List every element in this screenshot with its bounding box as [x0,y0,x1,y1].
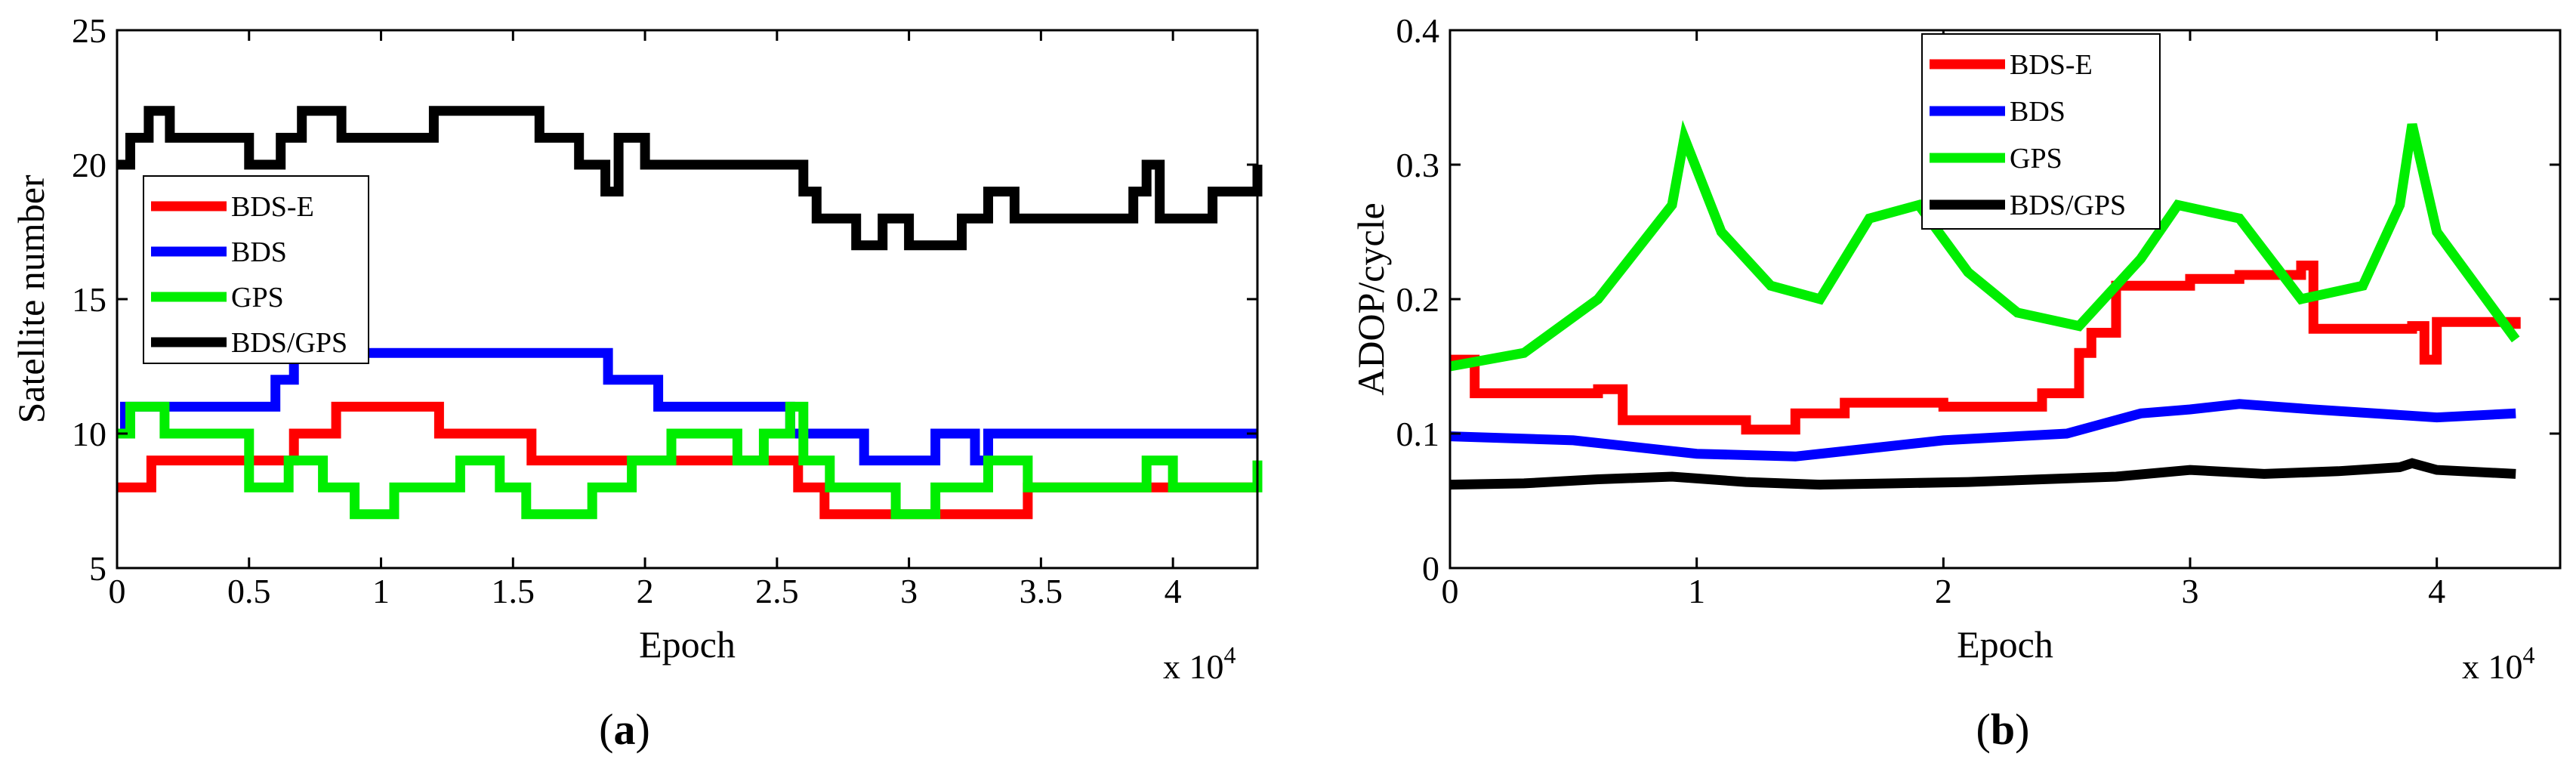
panel-a-x-label: Epoch [639,623,736,665]
panel-b-x-label: Epoch [1957,623,2053,665]
panel-a-x-multiplier: x 104 [1163,641,1236,686]
panel-a-y-tick-label: 10 [72,415,106,453]
panel-a-legend: BDS-E BDS GPS BDS/GPS [143,175,369,364]
panel-a-caption: (a) [599,705,650,754]
panel-b-series-bds-gps [1449,458,2516,490]
panel-b-legend: BDS-E BDS GPS BDS/GPS [1921,33,2161,230]
panel-b-y-tick-label: 0.1 [1396,415,1440,453]
panel-b-y-tick-label: 0.3 [1396,146,1440,184]
panel-a-legend-label: BDS/GPS [231,327,347,359]
panel-b-legend-label: BDS/GPS [2010,190,2126,221]
panel-a-x-tick-label: 0.5 [227,572,271,610]
panel-a-legend-label: BDS-E [231,191,314,223]
panel-b-x-tick-label: 1 [1688,572,1705,610]
panel-b-series-gps [1448,119,2520,372]
panel-b-series-bds [1449,399,2516,462]
panel-b-y-label: ADOP/cycle [1350,202,1392,396]
panel-a-legend-label: BDS [231,236,287,268]
panel-a-y-axis: 5 10 15 20 25 [72,11,1257,588]
panel-a-series [117,106,1263,520]
panel-a-x-tick-label: 4 [1165,572,1182,610]
panel-a-y-tick-label: 15 [72,280,106,319]
panel-b-series-bds-e [1450,261,2521,435]
panel-b-y-tick-label: 0.4 [1396,11,1440,50]
panel-a-x-multiplier-exponent: 4 [1224,641,1236,669]
panel-a-x-tick-label: 0 [109,572,126,610]
panel-a-x-tick-label: 1 [372,572,390,610]
panel-b-y-tick-label: 0.2 [1396,280,1440,319]
panel-b-x-tick-label: 0 [1442,572,1459,610]
panel-a-x-tick-label: 2.5 [755,572,799,610]
panel-b-caption: (b) [1976,705,2030,754]
panel-b: 0 1 2 3 4 0 0.1 0.2 0.3 0.4 Epoch ADOP/cycle x 1… [1350,11,2562,754]
panel-b-x-tick-label: 3 [2182,572,2199,610]
panel-b-y-axis: 0 0.1 0.2 0.3 0.4 [1396,11,2560,588]
panel-a-series-gps [117,401,1263,520]
panel-b-x-multiplier-exponent: 4 [2523,641,2535,669]
panel-a-y-tick-label: 20 [72,146,106,184]
panel-a-x-tick-label: 3 [900,572,918,610]
panel-a-x-tick-label: 1.5 [492,572,535,610]
panel-a-legend-label: GPS [231,282,284,313]
panel-b-x-multiplier-base: x 10 [2462,647,2523,686]
panel-b-x-multiplier: x 104 [2462,641,2535,686]
panel-b-x-tick-label: 4 [2428,572,2445,610]
panel-b-legend-label: BDS-E [2010,49,2093,81]
panel-a-y-label: Satellite number [10,174,52,423]
panel-b-x-tick-label: 2 [1935,572,1952,610]
panel-b-legend-label: BDS [2010,96,2065,128]
panel-a-y-tick-label: 25 [72,11,106,50]
panel-a-y-tick-label: 5 [89,549,106,588]
panel-a-x-tick-label: 2 [637,572,654,610]
panel-a: 0 0.5 1 1.5 2 2.5 3 3.5 4 5 10 15 20 25 Epoch Satell… [10,11,1263,754]
panel-a-x-axis: 0 0.5 1 1.5 2 2.5 3 3.5 4 [109,30,1182,610]
panel-a-series-bds [117,347,1257,466]
panel-b-legend-label: GPS [2010,143,2062,174]
panel-a-x-multiplier-base: x 10 [1163,647,1224,686]
panel-a-x-tick-label: 3.5 [1020,572,1063,610]
panel-a-series-bds-gps [117,106,1263,251]
panel-b-series [1448,119,2521,490]
panel-b-y-tick-label: 0 [1422,549,1439,588]
